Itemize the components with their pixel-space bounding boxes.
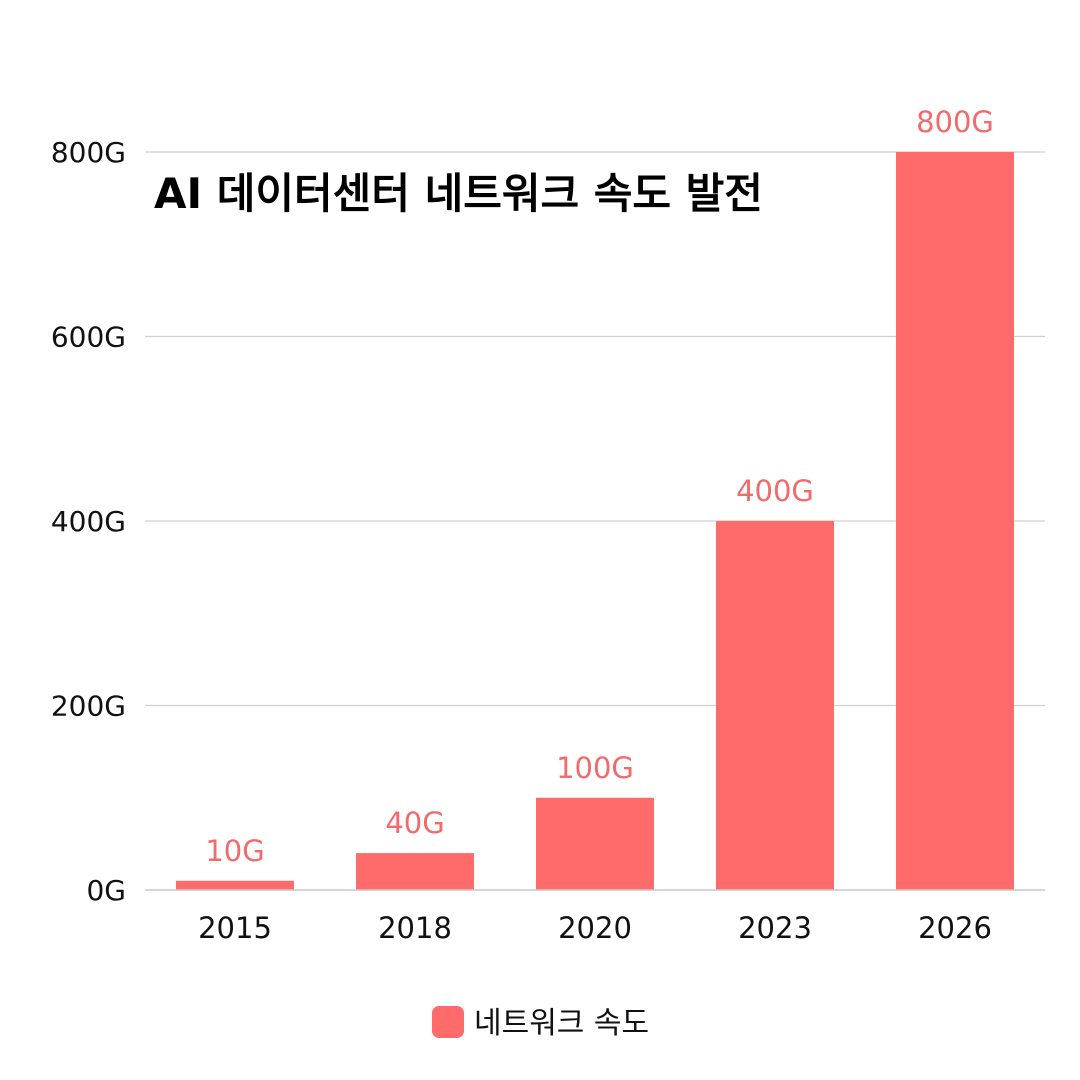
data-label-2018: 40G (385, 806, 444, 840)
y-tick-label: 600G (51, 321, 126, 354)
x-tick-label: 2023 (738, 911, 812, 945)
x-tick-label: 2026 (918, 911, 992, 945)
bar-2018 (356, 853, 474, 890)
chart-title: AI 데이터센터 네트워크 속도 발전 (154, 169, 763, 218)
bar-2020 (536, 797, 654, 890)
data-label-2023: 400G (736, 474, 814, 508)
bar-2015 (176, 880, 294, 890)
data-labels: 10G 40G 100G 400G 800G (205, 105, 994, 868)
bars (176, 152, 1014, 890)
x-tick-label: 2015 (198, 911, 272, 945)
x-tick-label: 2020 (558, 911, 632, 945)
bar-2023 (716, 521, 834, 890)
y-tick-label: 200G (51, 690, 126, 723)
legend-swatch (432, 1006, 464, 1038)
y-axis-ticks: 0G 200G 400G 600G 800G (51, 136, 126, 907)
x-tick-label: 2018 (378, 911, 452, 945)
data-label-2015: 10G (205, 834, 264, 868)
y-tick-label: 0G (86, 874, 126, 907)
grid-lines (145, 151, 1045, 707)
legend-label: 네트워크 속도 (474, 1006, 649, 1041)
data-label-2020: 100G (556, 751, 634, 785)
y-tick-label: 400G (51, 505, 126, 538)
bar-2026 (896, 152, 1014, 890)
data-label-2026: 800G (916, 105, 994, 139)
x-axis-ticks: 2015 2018 2020 2023 2026 (198, 911, 992, 945)
legend: 네트워크 속도 (432, 1006, 649, 1041)
y-tick-label: 800G (51, 136, 126, 169)
